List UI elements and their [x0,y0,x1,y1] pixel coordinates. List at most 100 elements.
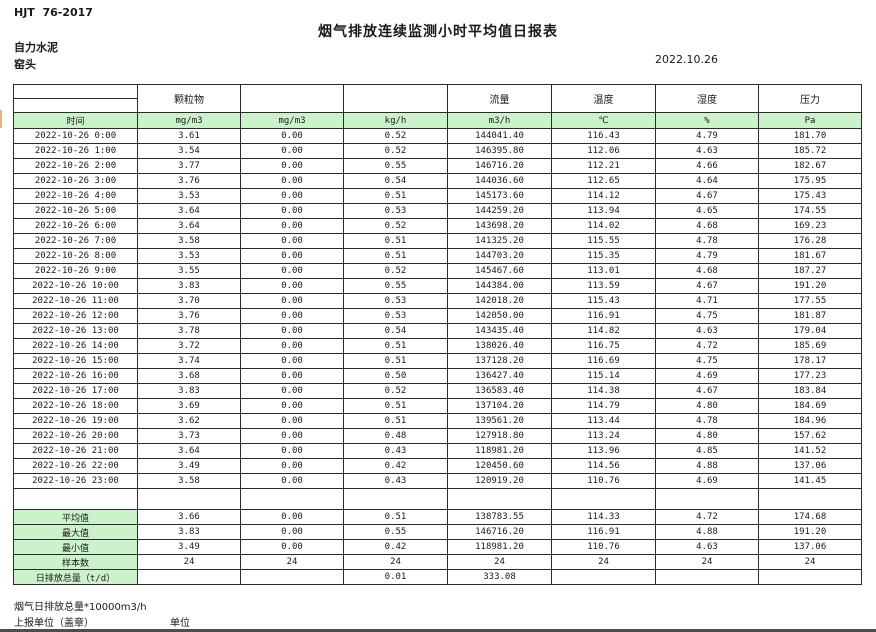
value-cell: 0.50 [343,368,448,384]
time-cell: 2022-10-26 13:00 [13,323,138,339]
time-cell: 2022-10-26 20:00 [13,428,138,444]
summary-value-cell: 191.20 [758,524,862,540]
value-cell: 3.83 [137,383,241,399]
value-cell: 145173.60 [447,188,552,204]
value-cell: 0.00 [240,398,344,414]
table-row: 2022-10-26 2:00 3.77 0.00 0.55 146716.20 112.… [13,158,862,174]
unit-cell: % [655,112,759,129]
summary-label: 日排放总量（t/d） [13,569,138,585]
table-row: 2022-10-26 1:00 3.54 0.00 0.52 146395.80 112.… [13,143,862,159]
value-cell: 182.67 [758,158,862,174]
value-cell: 144036.60 [447,173,552,189]
value-cell: 0.51 [343,338,448,354]
table-row: 2022-10-26 23:00 3.58 0.00 0.43 120919.20 110… [13,473,862,489]
value-cell: 177.23 [758,368,862,384]
value-cell: 3.61 [137,128,241,144]
time-cell: 2022-10-26 16:00 [13,368,138,384]
header-pm: 颗粒物 [137,84,241,113]
value-cell: 0.00 [240,128,344,144]
value-cell: 0.00 [240,323,344,339]
summary-value-cell: 0.00 [240,524,344,540]
table-row: 2022-10-26 7:00 3.58 0.00 0.51 141325.20 115.… [13,233,862,249]
report-table: 颗粒物 流量 温度 湿度 压力 时间 mg/m3 mg/m3 kg/h m3/h… [13,84,862,585]
value-cell: 114.82 [551,323,656,339]
value-cell: 4.72 [655,338,759,354]
summary-value-cell: 3.49 [137,539,241,555]
value-cell: 0.00 [240,203,344,219]
summary-row: 最小值 3.49 0.00 0.42 118981.20 110.76 4.63 137.06 [13,539,862,555]
time-cell: 2022-10-26 8:00 [13,248,138,264]
summary-row: 日排放总量（t/d） 0.01 333.08 [13,569,862,585]
time-cell: 2022-10-26 14:00 [13,338,138,354]
time-cell: 2022-10-26 10:00 [13,278,138,294]
value-cell: 0.51 [343,233,448,249]
value-cell: 4.64 [655,173,759,189]
value-cell: 183.84 [758,383,862,399]
summary-value-cell [137,569,241,585]
summary-row: 平均值 3.66 0.00 0.51 138783.55 114.33 4.72 174.68 [13,509,862,525]
value-cell: 144259.20 [447,203,552,219]
value-cell: 179.04 [758,323,862,339]
value-cell: 114.02 [551,218,656,234]
summary-value-cell: 4.63 [655,539,759,555]
spacer-cell [13,488,138,510]
value-cell: 0.51 [343,398,448,414]
table-row: 2022-10-26 18:00 3.69 0.00 0.51 137104.20 114… [13,398,862,414]
value-cell: 185.69 [758,338,862,354]
value-cell: 4.68 [655,263,759,279]
value-cell: 3.68 [137,368,241,384]
spacer-cell [137,488,241,510]
value-cell: 3.58 [137,233,241,249]
value-cell: 0.00 [240,188,344,204]
value-cell: 115.14 [551,368,656,384]
unit-cell: mg/m3 [240,112,344,129]
value-cell: 0.00 [240,413,344,429]
table-row: 2022-10-26 12:00 3.76 0.00 0.53 142050.00 116… [13,308,862,324]
value-cell: 4.78 [655,413,759,429]
value-cell: 3.73 [137,428,241,444]
value-cell: 0.53 [343,293,448,309]
value-cell: 0.52 [343,128,448,144]
header-group-row: 颗粒物 流量 温度 湿度 压力 [13,84,862,113]
value-cell: 4.75 [655,308,759,324]
time-cell: 2022-10-26 4:00 [13,188,138,204]
time-cell: 2022-10-26 3:00 [13,173,138,189]
summary-value-cell: 333.08 [447,569,552,585]
time-cell: 2022-10-26 18:00 [13,398,138,414]
value-cell: 3.64 [137,443,241,459]
value-cell: 113.44 [551,413,656,429]
company-name: 自力水泥 [14,41,58,54]
unit-cell: kg/h [343,112,448,129]
summary-value-cell: 24 [551,554,656,570]
value-cell: 144384.00 [447,278,552,294]
value-cell: 3.76 [137,173,241,189]
value-cell: 4.65 [655,203,759,219]
value-cell: 0.42 [343,458,448,474]
value-cell: 0.53 [343,203,448,219]
value-cell: 3.64 [137,218,241,234]
value-cell: 3.72 [137,338,241,354]
value-cell: 0.00 [240,383,344,399]
summary-value-cell: 0.42 [343,539,448,555]
value-cell: 4.78 [655,233,759,249]
summary-value-cell [655,569,759,585]
value-cell: 4.71 [655,293,759,309]
time-column-header: 时间 [13,112,138,129]
value-cell: 3.62 [137,413,241,429]
value-cell: 184.96 [758,413,862,429]
time-cell: 2022-10-26 11:00 [13,293,138,309]
value-cell: 0.51 [343,188,448,204]
value-cell: 3.64 [137,203,241,219]
value-cell: 127918.80 [447,428,552,444]
unit-cell: ℃ [551,112,656,129]
value-cell: 3.83 [137,278,241,294]
summary-value-cell: 4.88 [655,524,759,540]
value-cell: 144703.20 [447,248,552,264]
value-cell: 114.79 [551,398,656,414]
table-row: 2022-10-26 21:00 3.64 0.00 0.43 118981.20 113… [13,443,862,459]
value-cell: 0.00 [240,143,344,159]
window-bottom-edge [0,629,876,632]
value-cell: 0.51 [343,353,448,369]
footnote-flow-total: 烟气日排放总量*10000m3/h [14,602,147,613]
